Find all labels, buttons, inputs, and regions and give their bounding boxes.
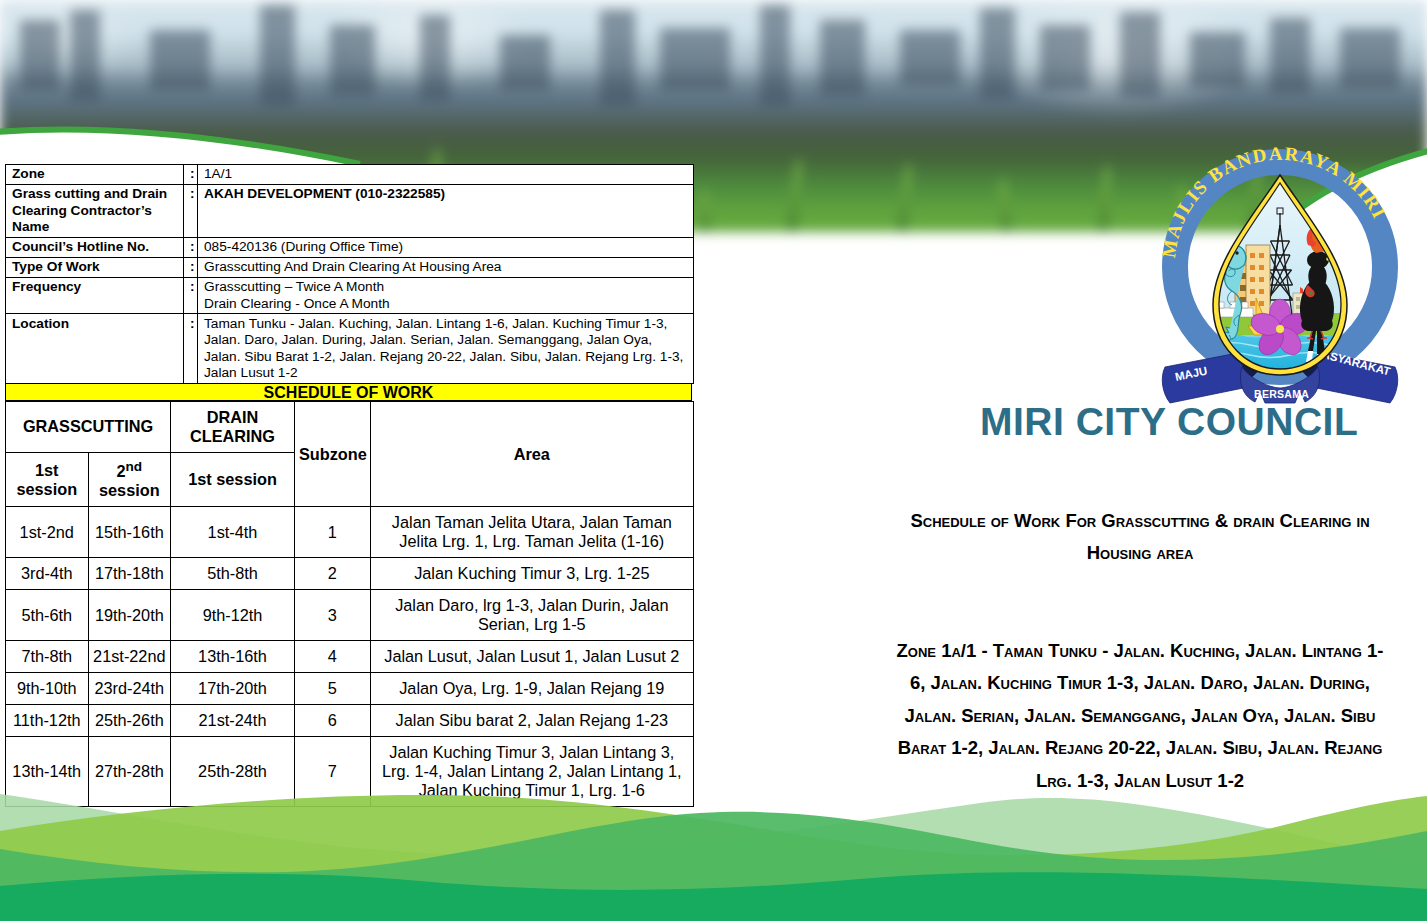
svg-text:BERSAMA: BERSAMA [1254, 388, 1309, 400]
